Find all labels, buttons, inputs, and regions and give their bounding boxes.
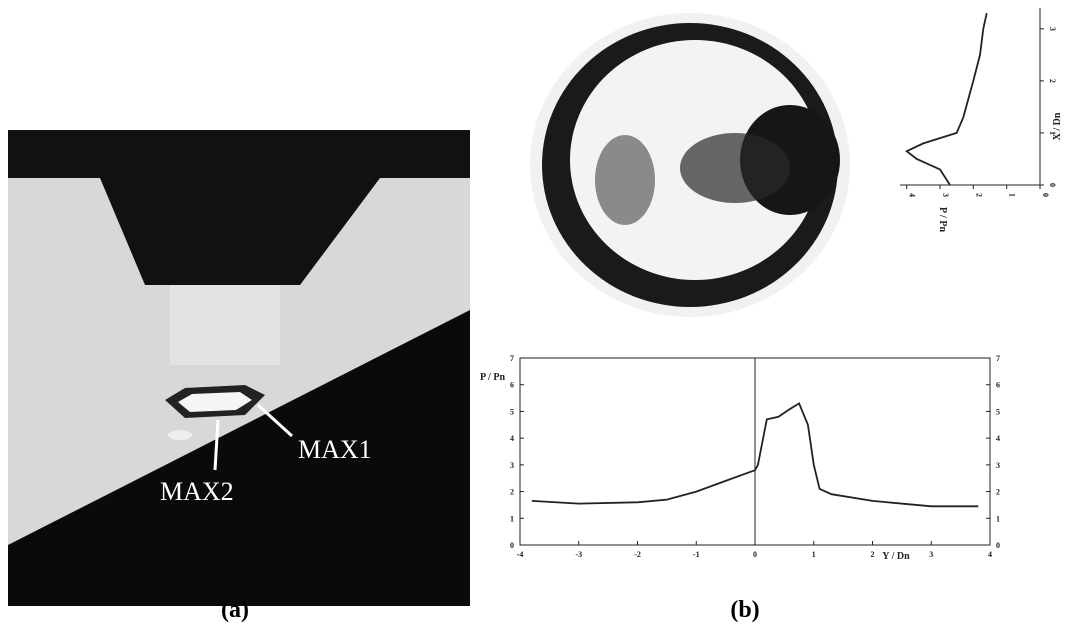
y-tick-label: 1 [996,514,1000,523]
y-axis-label: P / Pn [480,372,505,383]
y-tick-label: 2 [974,193,983,197]
x-tick-label: 4 [988,550,992,559]
y-tick-label: 5 [996,407,1000,416]
photo-b [530,13,850,317]
x-tick-label: -4 [517,550,524,559]
y-tick-label: 5 [510,407,514,416]
y-tick-label: 7 [996,354,1000,363]
y-tick-label: 6 [510,381,514,390]
y-tick-label: 1 [510,514,514,523]
x-tick-label: 3 [1048,27,1057,31]
x-axis-label: Y / Dn [882,551,910,562]
annotation: MAX2 [160,477,234,506]
y-tick-label: 0 [1041,193,1050,197]
y-tick-label: 3 [941,193,950,197]
y-tick-label: 4 [908,193,917,197]
x-tick-label: 3 [929,550,933,559]
y-tick-label: 1 [1008,193,1017,197]
x-tick-label: -2 [634,550,641,559]
line-series [904,13,988,186]
x-tick-label: 0 [1048,183,1057,187]
y-tick-label: 4 [510,434,514,443]
y-tick-label: 0 [996,541,1000,550]
x-tick-label: 1 [812,550,816,559]
y-axis-label: P / Pn [937,207,948,232]
y-tick-label: 0 [510,541,514,550]
line-series [531,402,979,508]
y-tick-label: 2 [510,488,514,497]
y-tick-label: 6 [996,381,1000,390]
panel-label: (a) [221,597,249,623]
x-tick-label: 2 [871,550,875,559]
y-tick-label: 3 [510,461,514,470]
y-tick-label: 4 [996,434,1000,443]
x-axis-label: X / Dn [1052,112,1063,140]
annotation: MAX1 [298,435,372,464]
panel-label: (b) [730,597,759,623]
y-tick-label: 3 [996,461,1000,470]
x-tick-label: -1 [693,550,700,559]
x-tick-label: -3 [575,550,582,559]
y-tick-label: 2 [996,488,1000,497]
x-tick-label: 0 [753,550,757,559]
photo-a: MAX1 MAX2 [8,130,470,606]
x-tick-label: 2 [1048,79,1057,83]
x-tick-label: 1 [1048,131,1057,135]
y-tick-label: 7 [510,354,514,363]
